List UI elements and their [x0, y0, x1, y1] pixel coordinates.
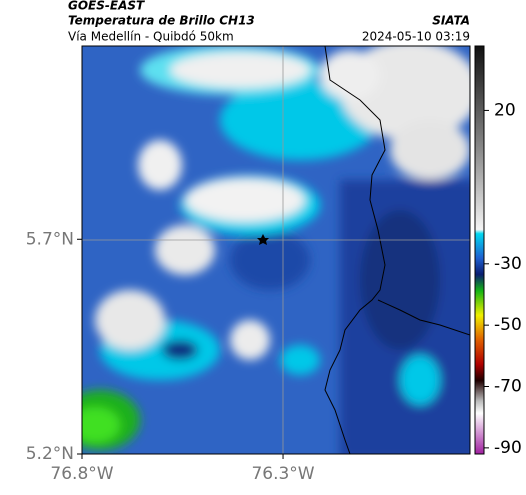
ticks: 76.8°W 76.3°W 5.2°N 5.7°N 20 -30 -50 -70 -90 [26, 100, 522, 484]
x-tick-label: 76.8°W [50, 464, 113, 484]
y-tick-label: 5.7°N [26, 229, 74, 249]
header-title: Temperatura de Brillo CH13 [68, 14, 255, 28]
colorbar-tick-label: -30 [494, 254, 522, 274]
x-tick-label: 76.3°W [251, 464, 314, 484]
colorbar-tick-label: 20 [494, 100, 516, 120]
colorbar-tick-label: -50 [494, 315, 522, 335]
map-frame [81, 45, 471, 455]
colorbar [474, 45, 485, 455]
colorbar-tick-label: -90 [494, 438, 522, 458]
y-tick-label: 5.2°N [26, 444, 74, 464]
header-org: SIATA [432, 14, 470, 28]
satellite-image [82, 46, 470, 454]
header-source: GOES-EAST [68, 0, 145, 13]
header-datetime: 2024-05-10 03:19 [362, 30, 470, 44]
header-subtitle: Vía Medellín - Quibdó 50km [68, 30, 234, 44]
colorbar-tick-label: -70 [494, 377, 522, 397]
